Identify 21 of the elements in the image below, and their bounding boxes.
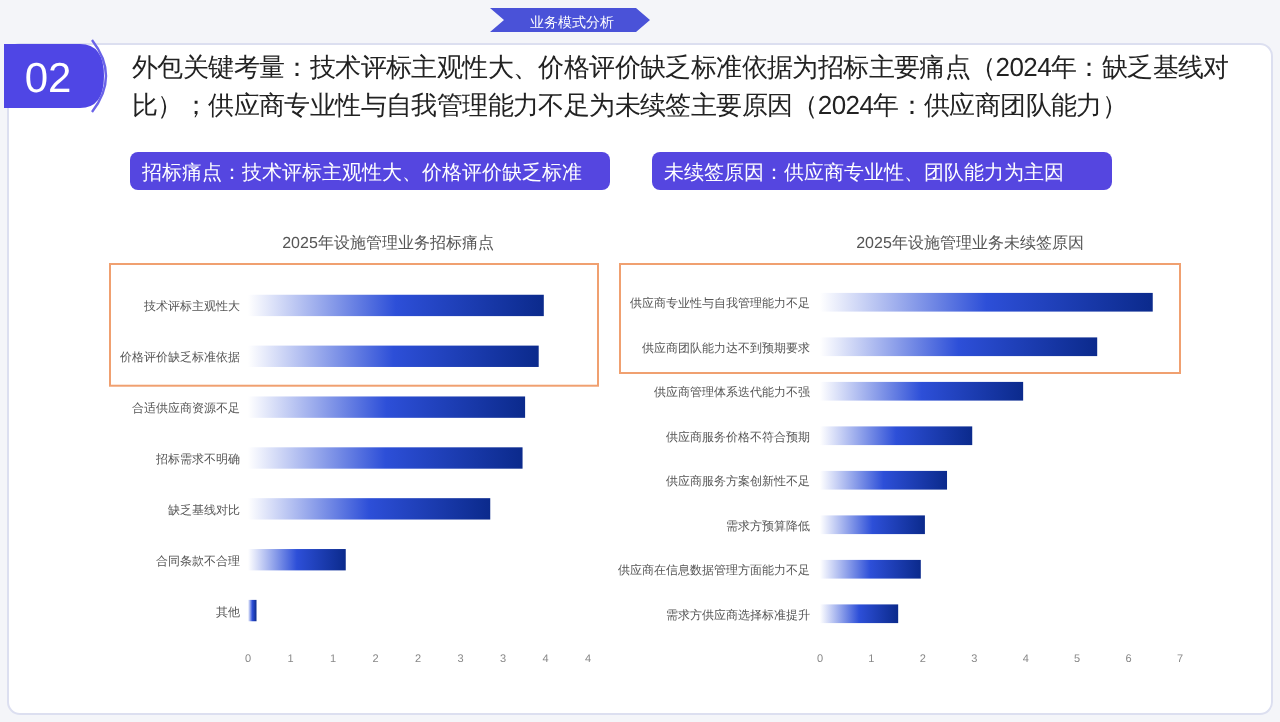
chart-title: 2025年设施管理业务未续签原因 [856,234,1084,252]
bar [820,292,1153,312]
bar [248,498,491,520]
chart-subtitle: 未续签原因：供应商专业性、团队能力为主因 [664,161,1064,185]
bar [248,345,539,367]
text: 外包关键考量：技术评标主观性大、价格评价缺乏标准依据为招标主要痛点（2024年：缺乏基线对比）；供应商专业性与自我管理能力不足为未续签主要原因（2024年：供应商团队能力） [132,50,1231,124]
bar [820,337,1098,357]
bar [820,604,899,624]
chart-subtitle: 招标痛点：技术评标主观性大、价格评价缺乏标准 [140,161,582,185]
bar [248,294,544,317]
bar [820,515,925,535]
text: 02 [24,56,72,102]
bar [820,470,948,490]
bar [248,396,526,418]
chart-title: 2025年设施管理业务招标痛点 [282,234,494,252]
bar [248,549,346,571]
bar [820,559,921,579]
bar [820,381,1024,401]
bar [820,426,973,446]
bar [248,447,523,469]
bar [248,599,257,622]
